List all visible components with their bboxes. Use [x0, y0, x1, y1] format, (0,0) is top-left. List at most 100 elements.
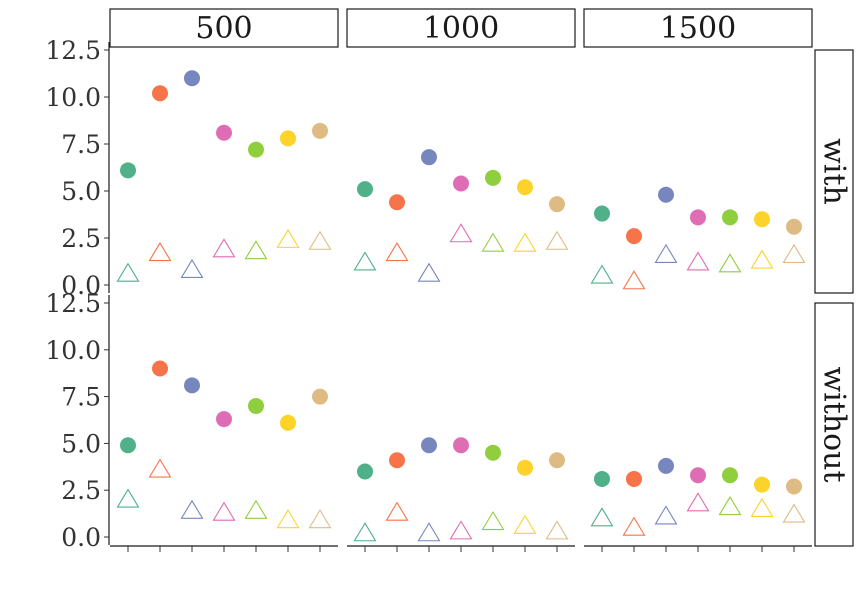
point-triangle: [590, 507, 614, 527]
point-circle: [658, 457, 674, 474]
point-circle: [485, 444, 501, 461]
point-circle: [421, 437, 437, 454]
point-circle: [754, 476, 770, 493]
point-triangle: [545, 230, 569, 250]
point-circle: [453, 175, 469, 192]
point-circle: [312, 122, 328, 139]
y-tick-label: 0.0: [61, 271, 101, 300]
point-triangle: [276, 509, 300, 529]
y-tick-label: 7.5: [61, 383, 101, 412]
point-circle: [626, 470, 642, 487]
point-circle: [754, 211, 770, 228]
point-triangle: [750, 249, 774, 269]
point-circle: [485, 169, 501, 186]
point-circle: [517, 179, 533, 196]
y-tick-label: 2.5: [61, 224, 101, 253]
point-triangle: [417, 522, 441, 542]
point-circle: [786, 478, 802, 495]
point-circle: [786, 218, 802, 235]
point-triangle: [750, 497, 774, 517]
point-circle: [517, 459, 533, 476]
point-circle: [453, 437, 469, 454]
point-triangle: [244, 240, 268, 260]
y-tick-label: 12.5: [45, 289, 101, 318]
facet-strip-1000: [346, 8, 576, 48]
point-triangle: [244, 499, 268, 519]
y-tick-label: 5.0: [61, 429, 101, 458]
point-triangle: [513, 232, 537, 252]
facet-strip-label-1500: 1500: [660, 11, 736, 46]
point-circle: [216, 411, 232, 428]
facet-strip-label-1000: 1000: [423, 11, 499, 46]
point-circle: [152, 85, 168, 102]
point-triangle: [180, 499, 204, 519]
point-circle: [184, 70, 200, 87]
point-triangle: [654, 243, 678, 263]
point-triangle: [622, 516, 646, 536]
point-triangle: [353, 251, 377, 271]
point-triangle: [116, 488, 140, 508]
point-triangle: [449, 223, 473, 243]
point-circle: [216, 124, 232, 141]
point-triangle: [212, 501, 236, 521]
point-triangle: [718, 495, 742, 516]
facet-strip-1500: [583, 8, 813, 48]
y-tick-label: 10.0: [45, 83, 101, 112]
facet-strip-with: [814, 49, 854, 294]
point-circle: [421, 149, 437, 166]
y-tick-label: 7.5: [61, 130, 101, 159]
point-circle: [594, 205, 610, 222]
point-circle: [357, 463, 373, 480]
point-circle: [722, 209, 738, 226]
point-triangle: [782, 243, 806, 263]
y-tick-label: 12.5: [45, 36, 101, 65]
point-circle: [658, 186, 674, 203]
point-circle: [152, 360, 168, 377]
point-triangle: [116, 262, 140, 282]
point-triangle: [590, 264, 614, 284]
point-circle: [626, 228, 642, 245]
point-circle: [280, 130, 296, 147]
point-triangle: [308, 230, 332, 250]
point-triangle: [481, 232, 505, 252]
point-triangle: [148, 241, 172, 262]
facet-strip-label-500: 500: [195, 11, 252, 46]
point-circle: [312, 388, 328, 405]
point-triangle: [353, 522, 377, 542]
point-triangle: [308, 509, 332, 529]
point-circle: [120, 162, 136, 179]
point-triangle: [782, 503, 806, 523]
point-triangle: [622, 270, 646, 290]
point-triangle: [718, 253, 742, 273]
y-tick-label: 10.0: [45, 336, 101, 365]
point-triangle: [449, 520, 473, 540]
point-triangle: [148, 458, 172, 478]
point-triangle: [212, 238, 236, 258]
point-circle: [248, 397, 264, 414]
point-circle: [594, 470, 610, 487]
facet-strip-label-without: without: [817, 366, 852, 482]
point-circle: [722, 467, 738, 484]
point-triangle: [545, 520, 569, 540]
point-triangle: [654, 505, 678, 525]
point-circle: [389, 194, 405, 211]
point-circle: [280, 414, 296, 431]
point-circle: [690, 209, 706, 226]
point-triangle: [385, 241, 409, 262]
point-circle: [549, 452, 565, 469]
point-triangle: [180, 258, 204, 279]
facet-strip-500: [109, 8, 339, 48]
point-circle: [248, 141, 264, 158]
point-triangle: [686, 251, 710, 271]
point-triangle: [513, 514, 537, 534]
point-circle: [120, 437, 136, 454]
y-tick-label: 0.0: [61, 523, 101, 552]
point-triangle: [686, 492, 710, 512]
point-triangle: [417, 262, 441, 282]
y-tick-label: 5.0: [61, 177, 101, 206]
point-circle: [690, 467, 706, 484]
point-circle: [184, 377, 200, 394]
point-triangle: [276, 228, 300, 248]
point-triangle: [481, 510, 505, 531]
